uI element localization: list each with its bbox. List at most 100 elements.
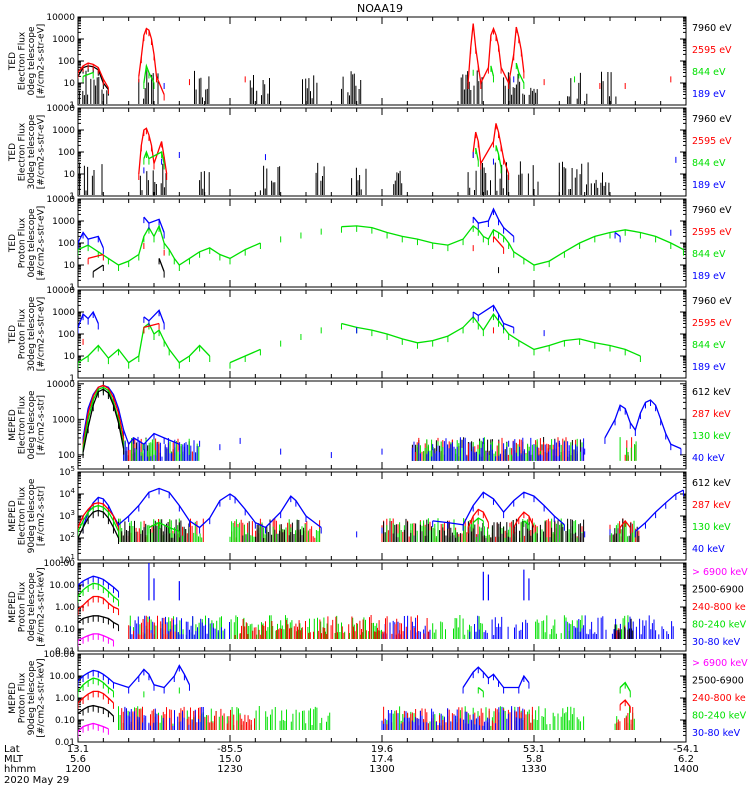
y-axis-title-line: [#/cm2-s-str-keV] xyxy=(37,658,47,737)
footer-label-mlt: MLT xyxy=(4,754,24,765)
series-line xyxy=(82,384,682,450)
legend-label: 844 eV xyxy=(692,158,726,169)
legend-label: 189 eV xyxy=(692,180,726,191)
y-axis-title-line: Electron Flux xyxy=(18,31,28,90)
y-tick-label: 10000 xyxy=(46,380,75,390)
data-area xyxy=(78,664,635,738)
series-line xyxy=(82,384,125,445)
data-event-band xyxy=(535,615,583,639)
y-axis-title-line: Electron Flux xyxy=(18,486,28,545)
data-area xyxy=(78,305,641,369)
data-event-band xyxy=(609,518,640,542)
footer-hhmm-value: 1400 xyxy=(673,764,698,775)
data-event-band xyxy=(351,167,367,195)
data-event-band xyxy=(128,615,176,639)
y-axis-title-line: Electron Flux xyxy=(18,122,28,181)
series-line xyxy=(78,690,631,708)
y-tick-label: 10 xyxy=(64,79,76,89)
series-line xyxy=(82,388,125,453)
footer-lat-value: 19.6 xyxy=(371,744,393,755)
y-axis-title-line: [#/cm2-s-str-eV] xyxy=(37,24,47,99)
y-tick-label: 1000 xyxy=(52,415,75,425)
legend-label: 287 keV xyxy=(692,500,731,511)
y-axis-title: MEPED Proton Flux 0deg telescope [#/cm2-s-s… xyxy=(8,567,47,646)
y-axis-title-line: Proton Flux xyxy=(18,217,28,268)
panel-frame xyxy=(77,107,687,197)
y-tick-label: 1 xyxy=(69,192,75,202)
legend-label: > 6900 keV xyxy=(692,567,748,578)
data-event-band xyxy=(601,71,617,104)
legend-label: 2595 eV xyxy=(692,45,732,56)
y-axis-title: TED Electron Flux 30deg telescope [#/cm2-s-… xyxy=(8,114,47,189)
y-tick-label: 103 xyxy=(59,509,75,522)
legend-label: 7960 eV xyxy=(692,205,732,216)
y-tick-label: 100 xyxy=(58,239,75,249)
series-line xyxy=(144,324,494,328)
y-axis-title-line: [#/cm2-s-str-eV] xyxy=(37,297,47,372)
y-tick-label: 1000 xyxy=(52,308,75,318)
y-axis-title-line: Proton Flux xyxy=(18,672,28,723)
legend-label: 2595 eV xyxy=(692,318,732,329)
data-event-band xyxy=(121,706,255,730)
y-axis-title-line: 0deg telescope xyxy=(27,26,37,96)
y-axis-title-line: 90deg telescope xyxy=(27,660,37,735)
y-axis-title-line: TED xyxy=(8,234,18,253)
data-event-band xyxy=(242,519,305,542)
panel-6: 101 102 103 104 105 MEPED Electron Flux 90deg t… xyxy=(8,465,731,566)
y-tick-label: 10.00 xyxy=(49,672,75,682)
footer-lat-value: -54.1 xyxy=(673,744,699,755)
legend-label: 2595 eV xyxy=(692,227,732,238)
series-line xyxy=(78,595,119,610)
data-area xyxy=(78,24,671,104)
series-line xyxy=(78,677,631,692)
legend-label: 612 keV xyxy=(692,387,731,398)
y-tick-label: 10 xyxy=(64,352,76,362)
y-tick-label: 100 xyxy=(58,57,75,67)
data-event-band xyxy=(614,618,634,639)
legend-label: 2595 eV xyxy=(692,136,732,147)
y-tick-label: 105 xyxy=(59,465,75,478)
y-axis-title-line: Electron Flux xyxy=(18,395,28,454)
y-tick-label: 100.00 xyxy=(44,650,76,660)
y-tick-label: 100 xyxy=(58,330,75,340)
y-tick-label: 1 xyxy=(69,283,75,293)
footer-hhmm-value: 1230 xyxy=(217,764,242,775)
footer-lat-value: -85.5 xyxy=(217,744,243,755)
legend-label: 612 keV xyxy=(692,478,731,489)
y-tick-label: 10000 xyxy=(46,104,75,114)
y-tick-label: 1 xyxy=(69,101,75,111)
data-event-band xyxy=(411,437,585,461)
data-event-band xyxy=(194,70,210,104)
y-tick-label: 0.01 xyxy=(55,647,75,657)
figure-title: NOAA19 xyxy=(357,2,403,15)
data-event-band xyxy=(467,162,509,195)
legend-label: 844 eV xyxy=(692,340,726,351)
y-axis-title-line: TED xyxy=(8,325,18,344)
y-axis-title-line: Proton Flux xyxy=(18,581,28,632)
y-tick-label: 101 xyxy=(59,553,75,566)
data-event-band xyxy=(393,170,403,195)
footer-lat-value: 13.1 xyxy=(67,744,89,755)
y-axis-title: TED Proton Flux 0deg telescope [#/cm2-s-str… xyxy=(8,206,47,281)
data-event-band xyxy=(78,162,103,195)
y-axis-title-line: Proton Flux xyxy=(18,308,28,359)
data-event-band xyxy=(432,615,483,639)
legend-label: 40 keV xyxy=(692,544,725,555)
y-axis-title-line: [#/cm2-s-str-eV] xyxy=(37,206,47,281)
y-axis-title-line: [#/cm2-s-str-keV] xyxy=(37,567,47,646)
data-area xyxy=(78,123,677,195)
footer-hhmm-value: 1200 xyxy=(65,764,90,775)
y-axis-title: MEPED Electron Flux 90deg telescope [#/cm2-… xyxy=(8,478,47,553)
footer-mlt-value: 15.0 xyxy=(219,754,241,765)
y-axis-title-line: [#/cm2-s-str] xyxy=(37,486,47,546)
data-event-band xyxy=(302,75,318,104)
footer-mlt-value: 5.6 xyxy=(70,754,86,765)
footer-date: 2020 May 29 xyxy=(4,775,69,786)
y-axis-title-line: 30deg telescope xyxy=(27,114,37,189)
data-event-band xyxy=(567,72,588,104)
footer-label-hhmm: hhmm xyxy=(4,764,36,775)
series-line xyxy=(78,722,109,732)
